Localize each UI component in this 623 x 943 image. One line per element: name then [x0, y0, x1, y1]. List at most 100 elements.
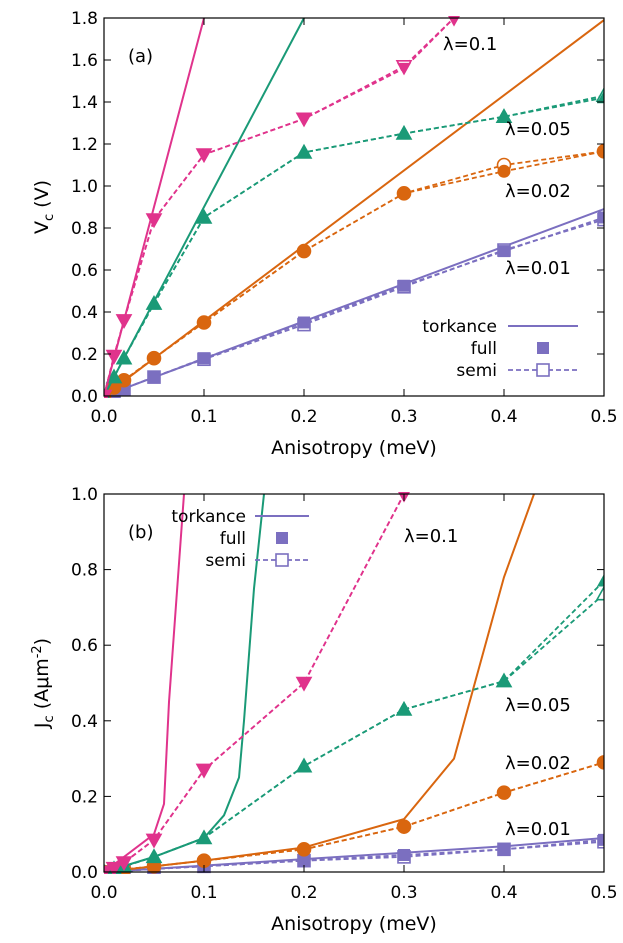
chart-panel-b: 0.0 0.1 0.2 0.3 0.4 0.5 0.0 0.2 0.4 0.6 0.8 1.0 Anis…	[30, 485, 618, 935]
torkance-line-4	[104, 493, 185, 873]
x-axis-label: Anisotropy (meV)	[271, 913, 437, 935]
plot-area	[104, 16, 604, 398]
chart-panel-a: 0.0 0.1 0.2 0.3 0.4 0.5 0.0 0.2 0.4 0.6 0.8 1.0 1.2 1…	[31, 9, 618, 459]
full-marker	[107, 370, 121, 383]
torkance-line-2	[104, 19, 604, 397]
full-marker	[117, 373, 131, 387]
y-label-main: J	[31, 722, 53, 729]
lambda-label-2: λ=0.02	[505, 181, 571, 202]
panel-label: (b)	[128, 522, 153, 543]
x-axis-label: Anisotropy (meV)	[271, 437, 437, 459]
y-tick-label: 0.6	[71, 636, 98, 656]
full-marker	[297, 759, 311, 772]
full-marker	[197, 764, 211, 777]
full-marker	[197, 854, 211, 868]
full-marker	[297, 677, 311, 690]
x-tick-label: 0.3	[390, 407, 417, 427]
legend-full-swatch	[537, 342, 549, 354]
y-tick-label: 1.8	[71, 9, 98, 29]
full-marker	[147, 834, 161, 847]
legend-semi-label: semi	[456, 361, 497, 381]
legend-torkance-label: torkance	[171, 507, 246, 527]
y-axis-label: Jc (Aμm-2)	[30, 638, 57, 729]
x-tick-label: 0.2	[290, 883, 317, 903]
full-marker	[107, 862, 121, 874]
legend-full-swatch	[276, 532, 288, 544]
full-marker	[117, 857, 131, 870]
full-marker	[497, 786, 511, 800]
full-marker	[147, 296, 161, 310]
x-tick-label: 0.0	[90, 883, 117, 903]
y-axis-label: Vc (V)	[31, 180, 57, 234]
x-tick-label: 0.5	[590, 407, 617, 427]
y-tick-label: 1.0	[71, 177, 98, 197]
plot-frame	[103, 17, 605, 397]
full-marker	[117, 314, 131, 328]
semi-line-4	[104, 493, 405, 873]
x-tick-label: 0.1	[190, 407, 217, 427]
legend-semi-label: semi	[205, 551, 246, 571]
y-label-tail: )	[31, 638, 53, 645]
plot-frame	[103, 493, 605, 873]
full-marker	[297, 842, 311, 856]
full-marker	[598, 833, 604, 846]
y-tick-label: 0.0	[71, 863, 98, 883]
full-marker	[397, 62, 411, 76]
y-tick-label: 0.4	[71, 303, 98, 323]
full-marker	[297, 145, 311, 158]
full-marker	[597, 144, 604, 158]
lambda-label-3: λ=0.05	[505, 119, 571, 140]
y-tick-label: 0.2	[71, 787, 98, 807]
full-marker	[197, 830, 211, 844]
full-marker	[497, 109, 511, 123]
full-line-4	[104, 17, 455, 397]
full-marker	[398, 279, 410, 292]
lambda-label-4: λ=0.1	[443, 34, 497, 55]
full-marker	[117, 351, 131, 364]
full-marker	[498, 843, 510, 856]
y-tick-label: 0.2	[71, 345, 98, 365]
y-label-unit: (Aμm	[31, 658, 53, 715]
lambda-label-1: λ=0.01	[505, 819, 571, 840]
full-marker	[147, 214, 161, 227]
y-tick-label: 1.2	[71, 135, 98, 155]
x-tick-label: 0.5	[590, 883, 617, 903]
full-marker	[397, 702, 411, 715]
lambda-label-2: λ=0.02	[505, 753, 571, 774]
full-marker	[597, 755, 604, 769]
full-marker	[598, 211, 604, 224]
y-label-unit: (V)	[31, 180, 53, 214]
x-tick-label: 0.4	[490, 883, 517, 903]
semi-line-4	[104, 17, 455, 397]
x-tick-label: 0.1	[190, 883, 217, 903]
legend-semi-swatch	[275, 553, 289, 567]
torkance-line-3	[104, 493, 265, 873]
x-tick-label: 0.2	[290, 407, 317, 427]
full-marker	[498, 245, 510, 258]
legend-full-label: full	[471, 339, 497, 359]
full-marker	[197, 316, 211, 329]
legend-torkance-label: torkance	[422, 317, 497, 337]
full-marker	[298, 854, 310, 867]
x-tick-label: 0.4	[490, 407, 517, 427]
semi-line-3	[104, 94, 604, 397]
y-tick-label: 0.4	[71, 712, 98, 732]
full-line-4	[104, 493, 405, 873]
y-label-sub: c	[42, 715, 57, 722]
full-line-3	[104, 96, 604, 397]
y-label-sub: c	[42, 214, 57, 221]
full-marker	[497, 164, 511, 178]
y-tick-label: 0.6	[71, 261, 98, 281]
full-marker	[198, 352, 210, 365]
panel-label: (a)	[128, 46, 153, 67]
full-marker	[397, 186, 411, 200]
full-marker	[197, 210, 211, 223]
y-tick-label: 1.6	[71, 51, 98, 71]
semi-marker	[595, 585, 604, 601]
x-tick-label: 0.3	[390, 883, 417, 903]
lambda-label-3: λ=0.05	[505, 695, 571, 716]
full-marker	[298, 316, 310, 329]
